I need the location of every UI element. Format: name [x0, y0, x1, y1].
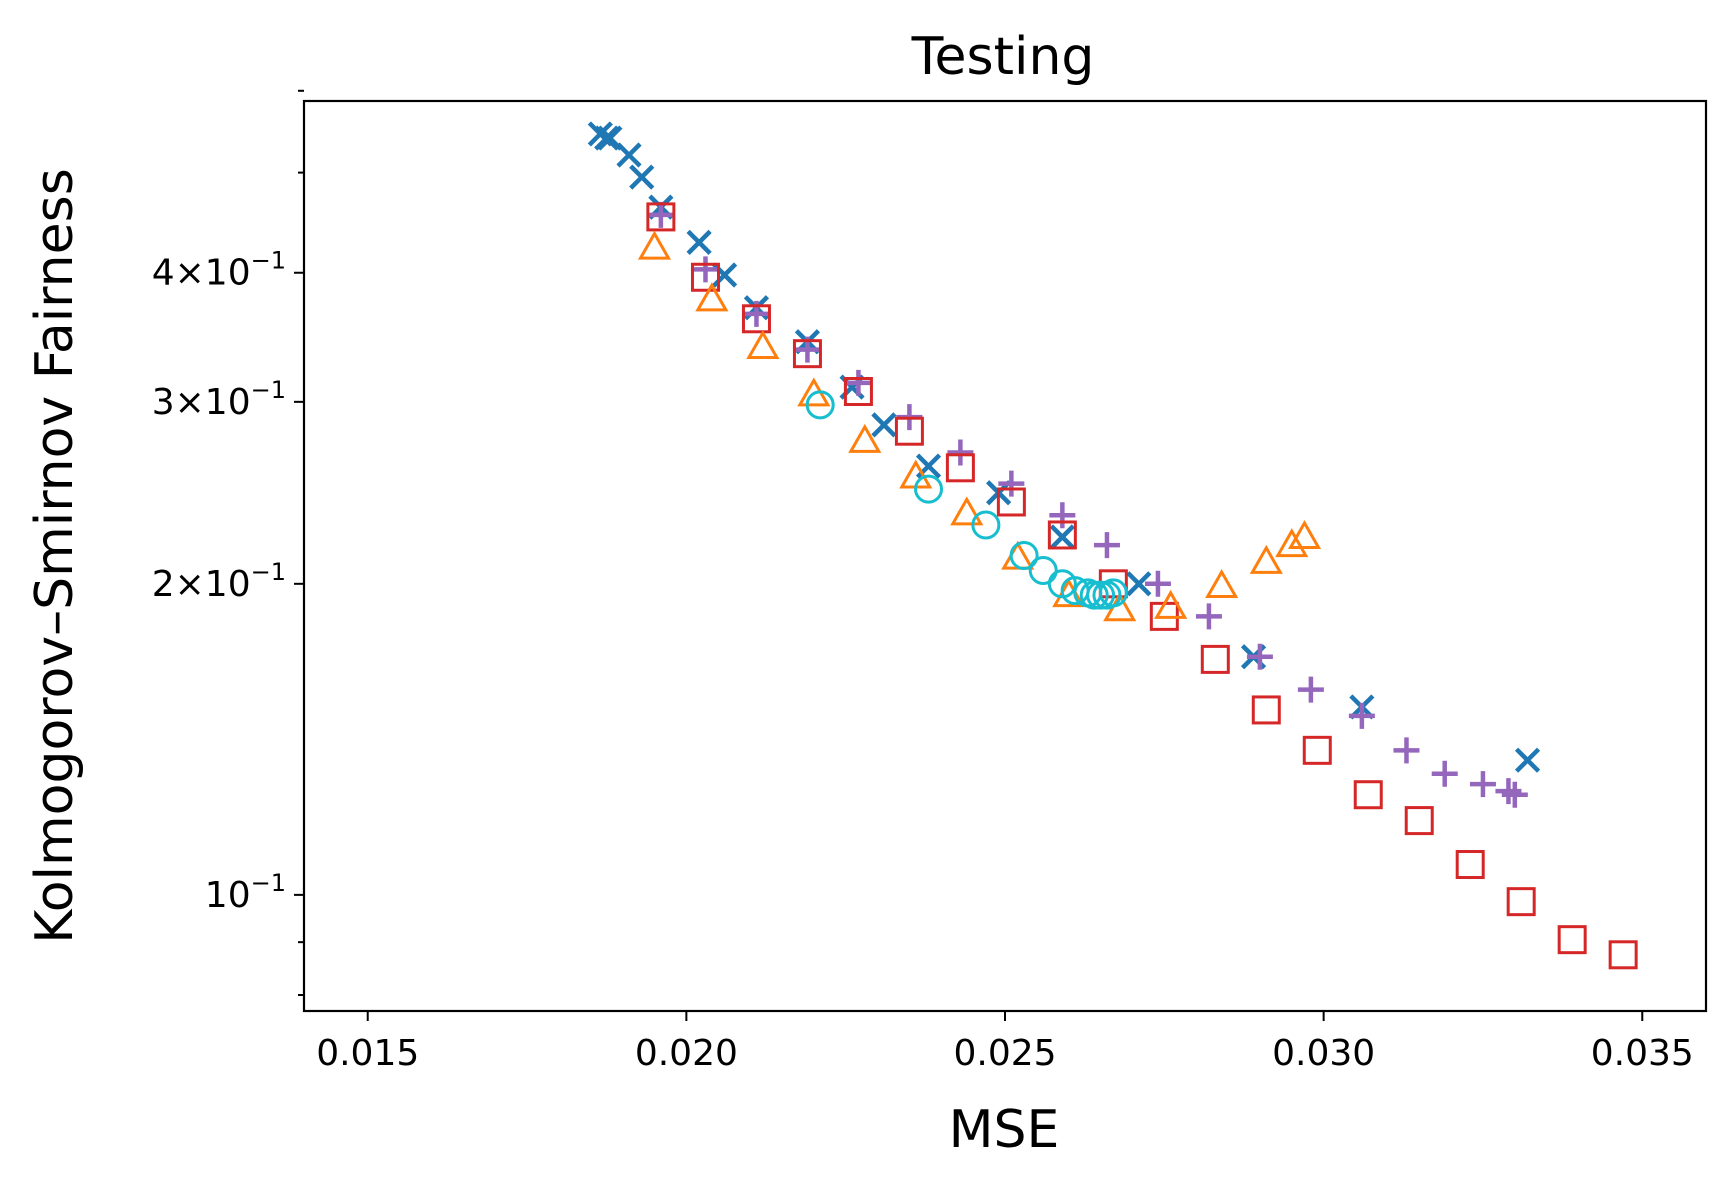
x-tick-label-4: 0.035 — [1591, 1033, 1694, 1074]
series-x-point-4 — [629, 164, 655, 190]
y-tick-label-3: 4×10−1 — [152, 247, 286, 294]
y-axis-label: Kolmogorov–Smirnov Fairness — [25, 168, 85, 944]
x-tick-label-1: 0.020 — [635, 1033, 738, 1074]
chart-title: Testing — [911, 27, 1095, 87]
series-circle-point-0 — [805, 390, 835, 420]
y-tick-label-0: 10−1 — [205, 869, 286, 916]
series-triangle-point-4 — [848, 423, 882, 453]
series-plus-point-0 — [647, 201, 674, 228]
series-square-point-17 — [1506, 887, 1536, 917]
series-x-point-3 — [616, 142, 642, 168]
series-plus-point-14 — [1348, 702, 1375, 729]
series-square-point-6 — [945, 453, 975, 483]
x-tick-label-0: 0.015 — [316, 1033, 419, 1074]
series-circle-point-2 — [971, 510, 1001, 540]
series-square-point-16 — [1455, 850, 1485, 880]
series-triangle-point-10 — [1154, 589, 1188, 619]
series-plus-point-11 — [1195, 603, 1222, 630]
series-triangle — [637, 230, 1322, 622]
series-square-point-1 — [690, 262, 720, 292]
series-circle-point-4 — [1028, 556, 1058, 586]
series-square-point-14 — [1353, 780, 1383, 810]
series-plus-point-9 — [1093, 532, 1120, 559]
series-square-point-0 — [646, 202, 676, 232]
series-circle — [805, 390, 1128, 610]
series-circle-point-3 — [1009, 541, 1039, 571]
series-plus-point-15 — [1393, 737, 1420, 764]
series-triangle-point-11 — [1205, 569, 1239, 599]
series-square-point-12 — [1251, 695, 1281, 725]
data-marks — [587, 121, 1638, 970]
series-triangle-point-6 — [950, 496, 984, 526]
series-plus — [647, 201, 1528, 808]
series-plus-point-17 — [1469, 771, 1496, 798]
series-plus-point-10 — [1144, 570, 1171, 597]
series-plus-point-16 — [1431, 760, 1458, 787]
series-square-point-19 — [1608, 940, 1638, 970]
series-plus-point-12 — [1246, 643, 1273, 670]
x-tick-label-2: 0.025 — [953, 1033, 1056, 1074]
series-circle-point-11 — [1098, 578, 1128, 608]
series-triangle-point-0 — [637, 230, 672, 260]
series-x-point-18 — [1514, 747, 1541, 773]
series-square-point-2 — [741, 304, 771, 334]
x-axis-label: MSE — [949, 1100, 1060, 1160]
series-plus-point-18 — [1495, 778, 1522, 805]
series-square-point-13 — [1302, 735, 1332, 765]
series-plus-point-19 — [1501, 781, 1528, 808]
series-square-point-3 — [792, 339, 822, 369]
series-plus-point-6 — [947, 439, 974, 466]
series-square-point-4 — [843, 376, 873, 406]
y-tick-label-2: 3×10−1 — [152, 376, 286, 423]
series-square-point-11 — [1200, 644, 1230, 674]
series-triangle-point-14 — [1287, 519, 1322, 549]
series-square-point-7 — [996, 487, 1026, 517]
series-plus-point-1 — [692, 256, 719, 283]
series-plus-point-7 — [998, 470, 1025, 497]
series-triangle-point-12 — [1249, 544, 1283, 574]
series-plus-point-4 — [845, 369, 872, 396]
series-triangle-point-2 — [746, 329, 780, 360]
series-plus-point-8 — [1049, 502, 1076, 529]
series-plus-point-13 — [1297, 676, 1324, 703]
series-triangle-point-13 — [1275, 528, 1309, 558]
axis-ticks: 0.015 0.020 0.025 0.030 0.035 10−1 2×10−1 3×10−… — [152, 89, 1694, 1074]
series-square-point-5 — [894, 416, 924, 446]
y-tick-label-1: 2×10−1 — [152, 558, 286, 605]
x-tick-label-3: 0.030 — [1272, 1033, 1375, 1074]
series-square-point-8 — [1047, 520, 1077, 550]
series-x-point-6 — [686, 229, 712, 255]
series-x-point-15 — [1126, 571, 1152, 597]
series-square-point-15 — [1404, 806, 1434, 836]
series-x-point-14 — [1049, 524, 1075, 550]
series-x-point-11 — [871, 412, 897, 438]
series-triangle-point-1 — [695, 282, 729, 312]
series-square-point-18 — [1557, 925, 1587, 955]
series-x-point-1 — [594, 125, 620, 151]
series-circle-point-1 — [914, 474, 944, 504]
